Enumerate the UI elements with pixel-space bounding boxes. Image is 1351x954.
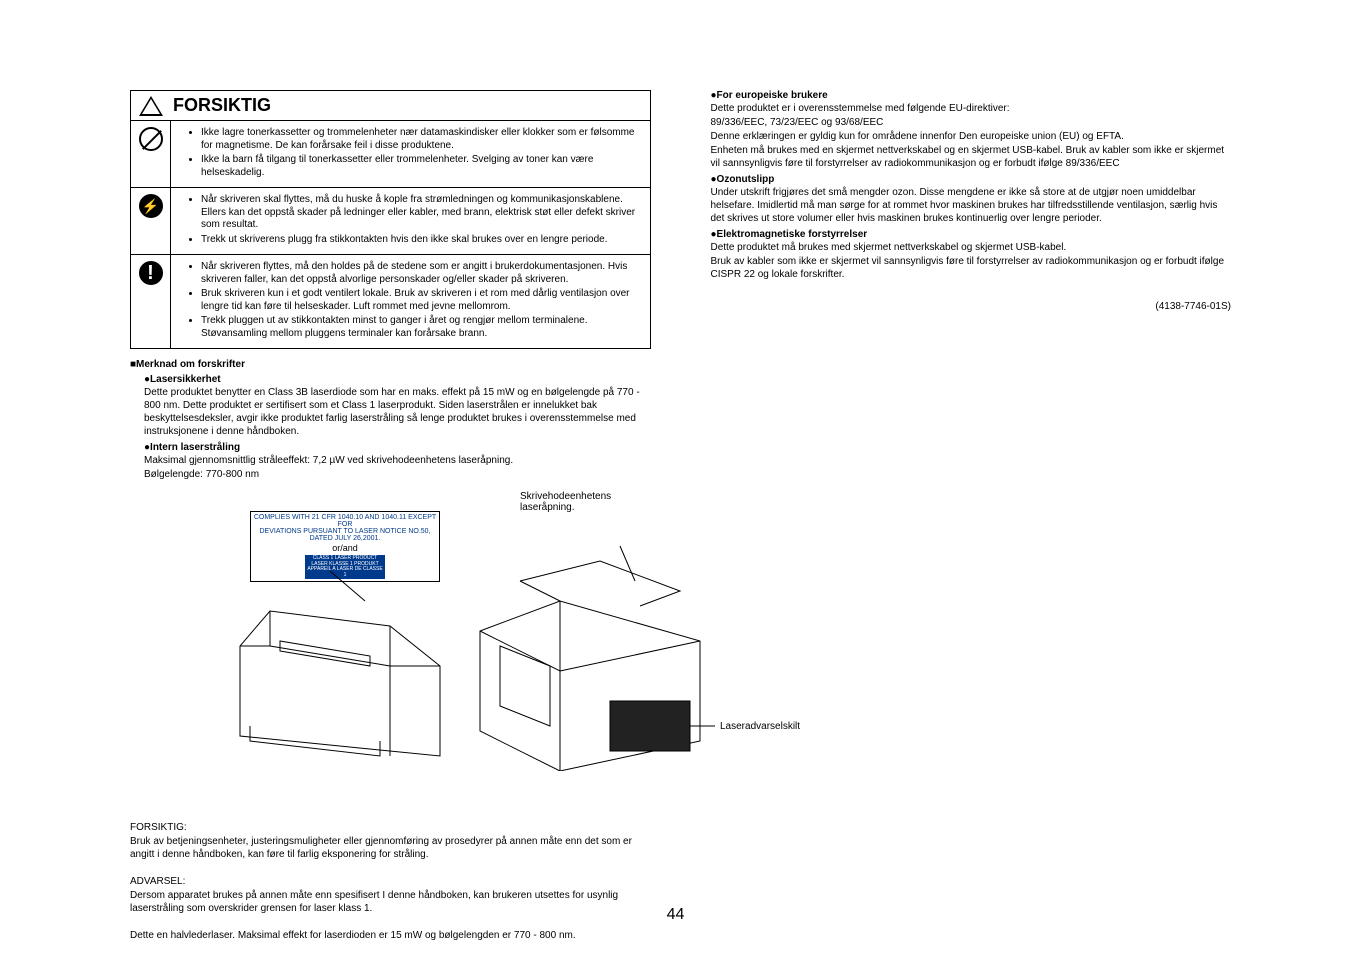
caution-row-1: Ikke lagre tonerkassetter og trommelenhe…	[131, 121, 650, 188]
caution-row-3: ! Når skriveren flyttes, må den holdes p…	[131, 255, 650, 348]
ozone-text: Under utskrift frigjøres det små mengder…	[711, 186, 1232, 225]
emi-heading: ●Elektromagnetiske forstyrrelser	[711, 229, 1232, 240]
caution-bullet: Trekk ut skriverens plugg fra stikkontak…	[201, 234, 640, 247]
figure-caption: Skrivehodeenhetens laseråpning.	[520, 491, 651, 513]
figure-area: Skrivehodeenhetens laseråpning. COMPLIES…	[190, 501, 651, 801]
caution-bullet: Ikke lagre tonerkassetter og trommelenhe…	[201, 127, 640, 152]
page-number: 44	[667, 906, 685, 924]
eu-text2: 89/336/EEC, 73/23/EEC og 93/68/EEC	[711, 116, 1232, 129]
eu-text4: Enheten må brukes med en skjermet nettve…	[711, 144, 1232, 170]
warning-triangle-icon	[139, 96, 163, 116]
caution-title: FORSIKTIG	[173, 95, 271, 116]
info-icon: !	[131, 255, 171, 348]
caution-box: FORSIKTIG Ikke lagre tonerkassetter og t…	[130, 90, 651, 349]
caution-bullet: Når skriveren flyttes, må den holdes på …	[201, 261, 640, 286]
forsiktig-text: Bruk av betjeningsenheter, justeringsmul…	[130, 835, 651, 861]
caution-row-2: ⚡ Når skriveren skal flyttes, må du husk…	[131, 188, 650, 255]
left-column: FORSIKTIG Ikke lagre tonerkassetter og t…	[130, 90, 651, 942]
laser-warning-sign-label: Laseradvarselskilt	[720, 721, 800, 732]
caution-header: FORSIKTIG	[131, 91, 650, 121]
prohibit-icon	[131, 121, 171, 187]
document-id: (4138-7746-01S)	[711, 301, 1232, 312]
intern-laser-heading: ●Intern laserstråling	[144, 442, 651, 453]
ozone-heading: ●Ozonutslipp	[711, 174, 1232, 185]
unplug-icon: ⚡	[131, 188, 171, 254]
cfr-line2: DEVIATIONS PURSUANT TO LASER NOTICE NO.5…	[253, 528, 437, 542]
advarsel-heading: ADVARSEL:	[130, 875, 651, 888]
eu-text1: Dette produktet er i overensstemmelse me…	[711, 102, 1232, 115]
caution-bullet: Bruk skriveren kun i et godt ventilert l…	[201, 288, 640, 313]
cfr-line1: COMPLIES WITH 21 CFR 1040.10 AND 1040.11…	[253, 514, 437, 528]
cfr-orand: or/and	[253, 543, 437, 553]
emi-text1: Dette produktet må brukes med skjermet n…	[711, 241, 1232, 254]
right-column: ●For europeiske brukere Dette produktet …	[711, 90, 1232, 942]
intern-laser-text2: Bølgelengde: 770-800 nm	[144, 468, 651, 481]
regs-heading: ■Merknad om forskrifter	[130, 359, 651, 370]
printer-right-icon	[460, 541, 720, 771]
caution-bullet: Når skriveren skal flyttes, må du huske …	[201, 194, 640, 232]
laser-safety-heading: ●Lasersikkerhet	[144, 374, 651, 385]
caution-bullet: Ikke la barn få tilgang til tonerkassett…	[201, 154, 640, 179]
eu-heading: ●For europeiske brukere	[711, 90, 1232, 101]
bottom-text: Dette en halvlederlaser. Maksimal effekt…	[130, 929, 651, 942]
laser-safety-text: Dette produktet benytter en Class 3B las…	[144, 386, 651, 438]
eu-text3: Denne erklæringen er gyldig kun for områ…	[711, 130, 1232, 143]
advarsel-text: Dersom apparatet brukes på annen måte en…	[130, 889, 651, 915]
printer-left-icon	[210, 556, 470, 766]
emi-text2: Bruk av kabler som ikke er skjermet vil …	[711, 255, 1232, 281]
forsiktig-heading: FORSIKTIG:	[130, 821, 651, 834]
caution-bullet: Trekk pluggen ut av stikkontakten minst …	[201, 315, 640, 340]
intern-laser-text1: Maksimal gjennomsnittlig stråleeffekt: 7…	[144, 454, 651, 467]
